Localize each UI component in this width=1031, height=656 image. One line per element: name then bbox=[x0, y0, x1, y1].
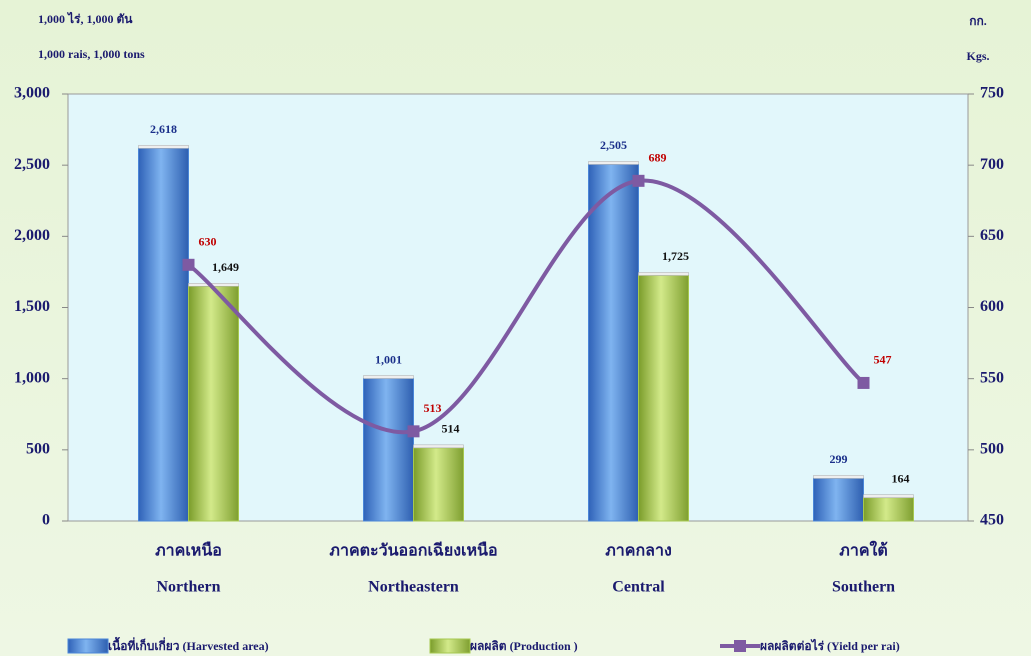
data-label: 514 bbox=[442, 422, 460, 436]
y2-tick-label: 550 bbox=[980, 369, 1004, 386]
data-label: 547 bbox=[874, 353, 892, 367]
data-label: 299 bbox=[830, 452, 848, 466]
y2-tick-label: 750 bbox=[980, 85, 1004, 102]
data-label: 630 bbox=[199, 235, 217, 249]
bar-cap bbox=[813, 475, 864, 479]
x-tick-label: Central bbox=[612, 579, 665, 596]
y2-axis-label: กก. bbox=[969, 14, 987, 28]
bar bbox=[188, 285, 239, 522]
legend-swatch bbox=[734, 640, 746, 652]
data-label: 164 bbox=[892, 471, 910, 485]
y-tick-label: 2,500 bbox=[14, 156, 50, 173]
data-label: 1,649 bbox=[212, 260, 239, 274]
bar bbox=[138, 147, 189, 522]
line-marker bbox=[182, 258, 195, 271]
y2-axis-label: Kgs. bbox=[966, 49, 989, 63]
line-marker bbox=[407, 425, 420, 438]
legend-label: ผลผลิตต่อไร่ (Yield per rai) bbox=[760, 638, 900, 653]
y2-tick-label: 500 bbox=[980, 441, 1004, 458]
y-tick-label: 3,000 bbox=[14, 85, 50, 102]
x-tick-label: Northern bbox=[157, 579, 221, 596]
y-tick-label: 0 bbox=[42, 512, 50, 529]
legend-swatch bbox=[67, 638, 109, 654]
y-tick-label: 1,500 bbox=[14, 298, 50, 315]
bar-cap bbox=[863, 494, 914, 498]
data-label: 1,725 bbox=[662, 249, 689, 263]
y-tick-label: 2,000 bbox=[14, 227, 50, 244]
bar bbox=[363, 378, 414, 522]
data-label: 2,618 bbox=[150, 122, 177, 136]
bar bbox=[813, 477, 864, 522]
y2-tick-label: 650 bbox=[980, 227, 1004, 244]
legend-label: ผลผลิต (Production ) bbox=[470, 639, 578, 653]
bar-cap bbox=[363, 375, 414, 379]
x-tick-label: Southern bbox=[832, 579, 895, 596]
bar-cap bbox=[413, 444, 464, 449]
data-label: 2,505 bbox=[600, 138, 627, 152]
bar bbox=[588, 163, 639, 522]
y-axis-label: 1,000 ไร่, 1,000 ตัน bbox=[38, 11, 133, 26]
line-marker bbox=[632, 174, 645, 187]
bar-cap bbox=[588, 161, 639, 165]
legend-swatch bbox=[429, 638, 471, 654]
bar bbox=[638, 274, 689, 522]
y-axis-label: 1,000 rais, 1,000 tons bbox=[38, 47, 145, 61]
data-label: 689 bbox=[649, 151, 667, 165]
data-label: 1,001 bbox=[375, 352, 402, 366]
bar-cap bbox=[638, 272, 689, 276]
y2-tick-label: 600 bbox=[980, 298, 1004, 315]
y-tick-label: 1,000 bbox=[14, 369, 50, 386]
bar bbox=[863, 497, 914, 522]
y2-tick-label: 700 bbox=[980, 156, 1004, 173]
x-tick-label: ภาคใต้ bbox=[839, 541, 887, 560]
x-tick-label: ภาคเหนือ bbox=[155, 542, 222, 560]
bar-cap bbox=[138, 145, 189, 149]
yield-line bbox=[187, 178, 865, 435]
legend-label: เนื้อที่เก็บเกี่ยว (Harvested area) bbox=[108, 636, 269, 653]
x-tick-label: ภาคตะวันออกเฉียงเหนือ bbox=[329, 541, 497, 560]
line-marker bbox=[857, 376, 870, 389]
bar bbox=[413, 447, 464, 522]
x-tick-label: ภาคกลาง bbox=[605, 543, 672, 560]
y-tick-label: 500 bbox=[26, 441, 50, 458]
x-tick-label: Northeastern bbox=[368, 579, 459, 596]
data-label: 513 bbox=[424, 401, 442, 415]
y2-tick-label: 450 bbox=[980, 512, 1004, 529]
